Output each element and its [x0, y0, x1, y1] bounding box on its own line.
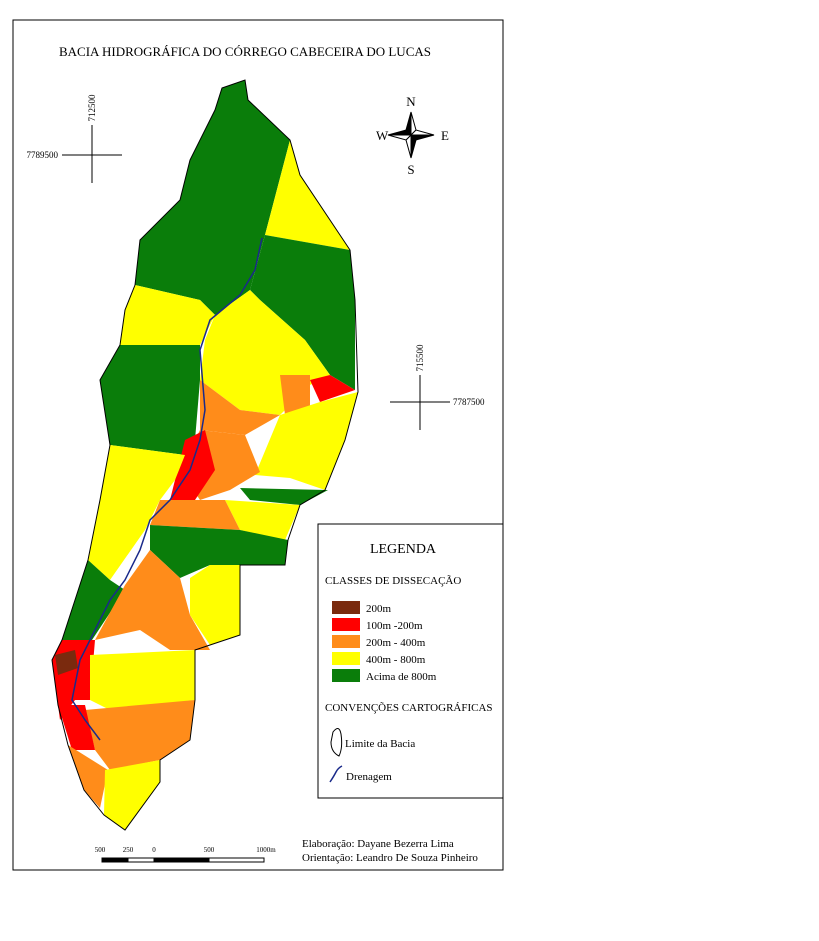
east-label: E: [441, 128, 449, 143]
legend-items: 200m 100m -200m 200m - 400m 400m - 800m Acim…: [332, 601, 437, 683]
grid-cross-1: [62, 125, 122, 183]
legend-label: Limite da Bacia: [345, 738, 415, 750]
zone: [68, 745, 108, 808]
zone: [100, 345, 200, 455]
legend-label: Acima de 800m: [366, 671, 437, 683]
map-title: BACIA HIDROGRÁFICA DO CÓRREGO CABECEIRA …: [59, 44, 431, 59]
scale-label: 500: [95, 846, 106, 854]
legend-label: 200m: [366, 603, 392, 615]
zone: [135, 80, 290, 315]
zone: [190, 565, 240, 645]
north-label: N: [406, 94, 416, 109]
scale-label: 500: [204, 846, 215, 854]
legend-label: Drenagem: [346, 771, 392, 783]
legend-subtitle: CONVENÇÕES CARTOGRÁFICAS: [325, 702, 493, 714]
credit: Elaboração: Dayane Bezerra Lima: [302, 838, 454, 850]
scale-label: 1000m: [256, 846, 276, 854]
zone: [88, 445, 185, 580]
zone: [90, 650, 195, 710]
zone: [200, 380, 280, 435]
zone: [280, 375, 310, 415]
scale-labels: 500 250 0 500 1000m: [95, 846, 277, 854]
drainage-symbol: [329, 765, 343, 783]
frame: [12, 19, 504, 871]
grid-cross-2: [390, 375, 450, 430]
basin-outline: [51, 79, 359, 831]
west-label: W: [376, 128, 389, 143]
legend-label: 200m - 400m: [366, 637, 426, 649]
zone: [85, 700, 195, 770]
coord-label: 715500: [415, 344, 425, 372]
zone: [62, 560, 125, 640]
dissection-zones: [52, 80, 358, 830]
legend-label: 100m -200m: [366, 620, 423, 632]
zone: [58, 705, 95, 750]
zone: [310, 375, 355, 402]
coord-label: 7787500: [453, 397, 485, 407]
zone: [120, 285, 215, 345]
legend-swatch: [332, 601, 360, 614]
legend-swatch: [332, 652, 360, 665]
zone: [255, 392, 358, 490]
legend-swatch: [332, 618, 360, 631]
drainage: [71, 237, 263, 741]
coord-label: 712500: [87, 94, 97, 122]
zone: [55, 650, 78, 675]
legend-label: 400m - 800m: [366, 654, 426, 666]
scale-label: 0: [152, 846, 156, 854]
legend-title: LEGENDA: [370, 542, 437, 557]
zone: [150, 500, 240, 530]
legend-swatch: [332, 669, 360, 682]
legend-subtitle: CLASSES DE DISSECAÇÃO: [325, 575, 461, 587]
zone: [265, 140, 350, 250]
north-arrow: [387, 111, 435, 159]
coord-label: 7789500: [27, 150, 59, 160]
zone: [225, 500, 300, 540]
credit: Orientação: Leandro De Souza Pinheiro: [302, 852, 478, 864]
zone: [104, 760, 160, 830]
basin-symbol: [330, 728, 343, 757]
zone: [250, 235, 355, 390]
zone: [240, 488, 328, 505]
zone: [95, 550, 210, 650]
scale-bar: [101, 857, 265, 863]
scale-label: 250: [123, 846, 134, 854]
south-label: S: [407, 162, 414, 177]
legend-swatch: [332, 635, 360, 648]
